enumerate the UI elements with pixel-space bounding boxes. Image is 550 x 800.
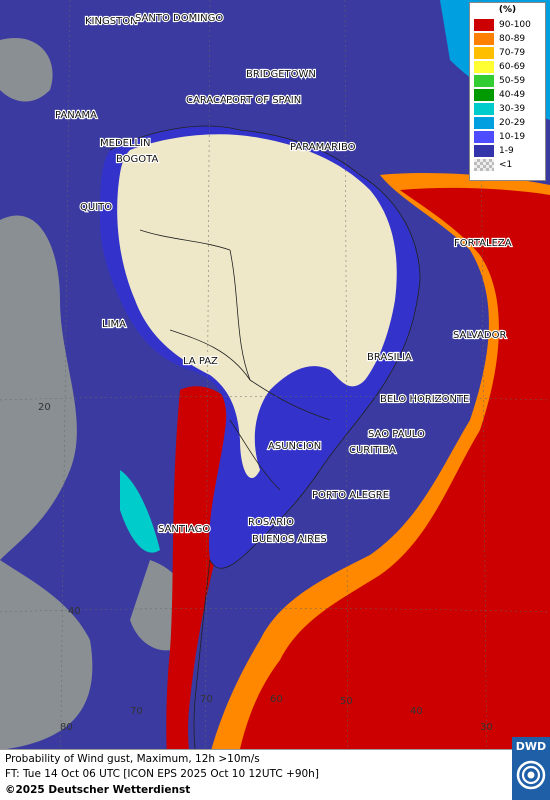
legend-swatch bbox=[474, 117, 494, 130]
legend-row: 50-59 bbox=[474, 75, 544, 88]
legend-swatch bbox=[474, 89, 494, 102]
city-santo-domingo: SANTO DOMINGO bbox=[135, 13, 223, 24]
longitude-label-60: 60 bbox=[270, 694, 283, 705]
city-medellin: MEDELLIN bbox=[100, 138, 151, 149]
city-belo-horizonte: BELO HORIZONTE bbox=[380, 394, 469, 405]
city-labels: KINGSTON SANTO DOMINGO BRIDGETOWN CARACA… bbox=[54, 12, 513, 546]
map-caption: Probability of Wind gust, Maximum, 12h >… bbox=[0, 749, 512, 800]
city-porto-alegre: PORTO ALEGRE bbox=[312, 490, 389, 501]
legend-swatch bbox=[474, 33, 494, 46]
legend-swatch bbox=[474, 159, 494, 172]
city-sao-paulo: SAO PAULO bbox=[368, 429, 425, 440]
legend-row: 1-9 bbox=[474, 145, 544, 158]
legend-row: 10-19 bbox=[474, 131, 544, 144]
legend-label: 70-79 bbox=[499, 48, 526, 58]
city-port-of-spain: PORT OF SPAIN bbox=[226, 95, 301, 106]
dwd-logo: DWD bbox=[512, 737, 550, 800]
city-caracas: CARACAS bbox=[186, 95, 233, 106]
legend-label: 10-19 bbox=[499, 132, 526, 142]
city-paramaribo: PARAMARIBO bbox=[290, 142, 356, 153]
legend-row: 30-39 bbox=[474, 103, 544, 116]
longitude-label-40: 40 bbox=[410, 706, 423, 717]
legend-row: 60-69 bbox=[474, 61, 544, 74]
longitude-label-30: 30 bbox=[480, 722, 493, 733]
longitude-label-50: 50 bbox=[340, 696, 353, 707]
legend-row: 80-89 bbox=[474, 33, 544, 46]
legend-label: 80-89 bbox=[499, 34, 526, 44]
city-buenos-aires: BUENOS AIRES bbox=[252, 534, 327, 545]
legend-unit: (%) bbox=[498, 5, 517, 15]
city-lima: LIMA bbox=[102, 319, 126, 330]
caption-title: Probability of Wind gust, Maximum, 12h >… bbox=[5, 753, 260, 765]
city-bogota: BOGOTA bbox=[116, 154, 159, 165]
latitude-label-40: 40 bbox=[68, 606, 81, 617]
legend-row: 40-49 bbox=[474, 89, 544, 102]
longitude-label-80: 80 bbox=[60, 722, 73, 733]
legend-swatch bbox=[474, 131, 494, 144]
city-fortaleza: FORTALEZA bbox=[454, 238, 512, 249]
color-legend: (%) 90-100 80-89 70-79 60-69 50-59 40-49 30-39… bbox=[469, 2, 546, 181]
caption-forecast-time: FT: Tue 14 Oct 06 UTC [ICON EPS 2025 Oct… bbox=[5, 768, 319, 780]
latitude-label-20: 20 bbox=[38, 402, 51, 413]
legend-swatch bbox=[474, 47, 494, 60]
legend-label: 1-9 bbox=[499, 146, 514, 156]
legend-swatch bbox=[474, 75, 494, 88]
legend-label: 90-100 bbox=[499, 20, 531, 30]
city-asuncion: ASUNCION bbox=[268, 441, 321, 452]
city-santiago: SANTIAGO bbox=[158, 524, 210, 535]
city-rosario: ROSARIO bbox=[248, 517, 294, 528]
legend-label: 20-29 bbox=[499, 118, 526, 128]
longitude-label-70b: 70 bbox=[200, 694, 213, 705]
legend-label: 50-59 bbox=[499, 76, 526, 86]
city-quito: QUITO bbox=[80, 202, 112, 213]
city-bridgetown: BRIDGETOWN bbox=[246, 69, 316, 80]
city-la-paz: LA PAZ bbox=[183, 356, 218, 367]
legend-row: 90-100 bbox=[474, 19, 544, 32]
caption-copyright: ©2025 Deutscher Wetterdienst bbox=[5, 784, 191, 796]
city-panama: PANAMA bbox=[55, 110, 97, 121]
legend-label: 60-69 bbox=[499, 62, 526, 72]
longitude-label-70: 70 bbox=[130, 706, 143, 717]
country-borders bbox=[109, 125, 421, 791]
legend-label: 40-49 bbox=[499, 90, 526, 100]
city-kingston: KINGSTON bbox=[85, 16, 138, 27]
legend-row: <1 bbox=[474, 159, 544, 172]
legend-label: 30-39 bbox=[499, 104, 526, 114]
city-curitiba: CURITIBA bbox=[349, 445, 396, 456]
legend-swatch bbox=[474, 61, 494, 74]
low-probability-sea bbox=[0, 38, 193, 750]
legend-label: <1 bbox=[499, 160, 513, 170]
grid-labels: 20 40 80 70 70 60 50 40 30 bbox=[38, 402, 493, 733]
city-brasilia: BRASILIA bbox=[367, 352, 412, 363]
legend-row: 20-29 bbox=[474, 117, 544, 130]
dwd-swirl-icon bbox=[516, 760, 546, 790]
legend-swatch bbox=[474, 19, 494, 32]
legend-swatch bbox=[474, 103, 494, 116]
legend-swatch bbox=[474, 145, 494, 158]
city-salvador: SALVADOR bbox=[453, 330, 506, 341]
legend-row: 70-79 bbox=[474, 47, 544, 60]
dwd-logo-text: DWD bbox=[515, 740, 547, 753]
south-america-land bbox=[100, 126, 420, 569]
